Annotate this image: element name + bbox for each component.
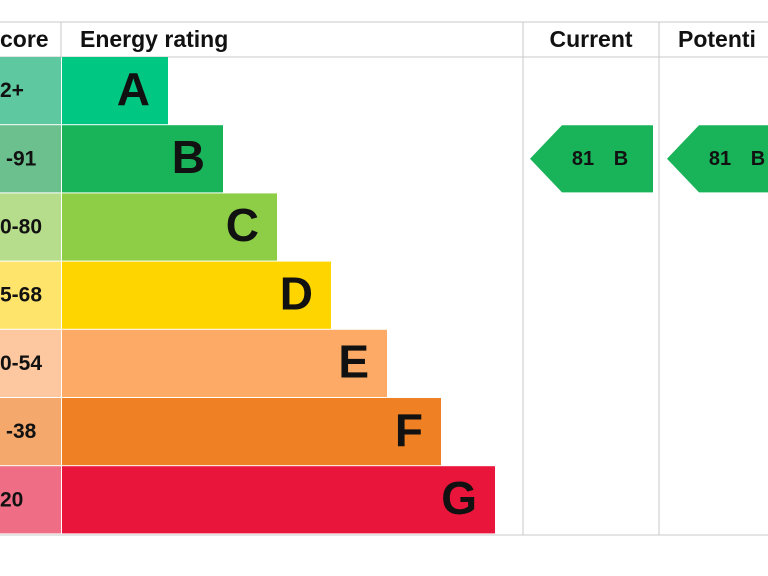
current-arrow — [530, 125, 653, 193]
score-label: 5-68 — [0, 284, 42, 307]
potential-letter: B — [751, 148, 765, 170]
score-cell — [0, 125, 61, 193]
rating-letter: A — [117, 63, 150, 115]
rating-bar — [62, 125, 223, 193]
potential-value: 81 — [709, 148, 731, 170]
score-label: 0-80 — [0, 216, 42, 239]
rating-letter: G — [441, 472, 477, 524]
score-cell — [0, 398, 61, 466]
score-cell — [0, 193, 61, 261]
rating-letter: B — [172, 131, 205, 183]
rating-letter: F — [395, 404, 423, 456]
current-header: Current — [549, 26, 632, 52]
rating-bar — [62, 329, 387, 397]
potential-arrow — [667, 125, 768, 193]
score-label: 20 — [0, 488, 23, 511]
potential-header: Potenti — [678, 26, 756, 52]
score-cell — [0, 261, 61, 329]
rating-bar — [62, 193, 277, 261]
rating-letter: C — [226, 199, 259, 251]
score-label: 2+ — [0, 79, 24, 102]
score-label: -38 — [6, 420, 37, 443]
score-cell — [0, 57, 61, 125]
rating-letter: D — [280, 267, 313, 319]
rating-header: Energy rating — [80, 26, 228, 52]
rating-bar — [62, 466, 495, 534]
rating-letter: E — [338, 336, 369, 388]
current-letter: B — [614, 148, 628, 170]
score-cell — [0, 466, 61, 534]
rating-bar — [62, 57, 168, 125]
score-cell — [0, 329, 61, 397]
rating-bar — [62, 398, 441, 466]
score-label: -91 — [6, 147, 37, 170]
score-header: core — [0, 26, 49, 52]
score-label: 0-54 — [0, 352, 42, 375]
rating-bar — [62, 261, 331, 329]
current-value: 81 — [572, 148, 594, 170]
